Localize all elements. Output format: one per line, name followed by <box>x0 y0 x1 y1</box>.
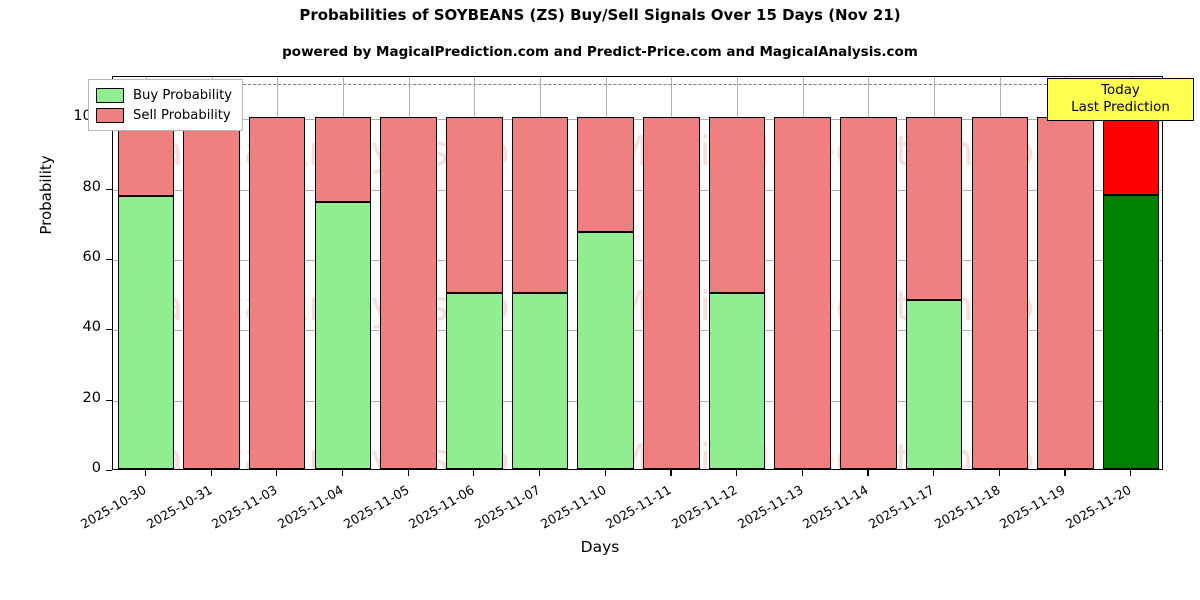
bar-group[interactable] <box>511 77 569 469</box>
legend-item-buy: Buy Probability <box>96 85 232 105</box>
x-tick-mark <box>473 470 475 476</box>
legend-label-buy: Buy Probability <box>133 87 233 103</box>
bar-segment-sell[interactable] <box>446 117 503 294</box>
bar-segment-sell[interactable] <box>1102 117 1160 195</box>
legend-item-sell: Sell Probability <box>96 105 232 125</box>
bar-segment-sell[interactable] <box>774 117 831 469</box>
x-tick-mark <box>604 470 606 476</box>
y-tick-mark <box>106 188 112 190</box>
bar-segment-sell[interactable] <box>971 117 1029 469</box>
bar-segment-buy[interactable] <box>577 231 634 469</box>
gridline-horizontal <box>113 400 1162 402</box>
x-tick-mark <box>801 470 803 476</box>
bar-group[interactable] <box>380 77 437 469</box>
bar-segment-sell[interactable] <box>314 117 372 202</box>
bar-group[interactable] <box>183 77 240 469</box>
y-tick-label: 40 <box>82 319 101 336</box>
bar-segment-buy[interactable] <box>117 196 175 469</box>
plot-area: MagicalAnalysis.comMagicalPrediction.com… <box>112 76 1163 470</box>
bar-segment-sell[interactable] <box>511 117 569 294</box>
y-tick-mark <box>106 258 112 261</box>
y-tick-mark <box>106 399 112 401</box>
y-tick-mark <box>106 329 112 331</box>
bar-segment-buy[interactable] <box>511 293 569 469</box>
bar-segment-sell[interactable] <box>1037 117 1094 469</box>
bar-group[interactable] <box>643 77 700 469</box>
legend-swatch-sell-icon <box>96 107 124 123</box>
bar-segment-buy[interactable] <box>905 300 963 469</box>
y-tick-label: 80 <box>82 178 101 195</box>
legend-label-sell: Sell Probability <box>133 107 231 123</box>
legend-swatch-buy-icon <box>96 87 124 103</box>
reference-line <box>113 84 1162 86</box>
gridline-horizontal <box>113 119 1162 121</box>
bars-layer <box>113 77 1162 469</box>
bar-segment-sell[interactable] <box>380 117 437 469</box>
y-tick-label: 20 <box>82 389 101 406</box>
x-tick-mark <box>1064 470 1066 476</box>
x-tick-mark <box>933 470 935 476</box>
bar-segment-buy[interactable] <box>1102 194 1160 469</box>
bar-group[interactable] <box>840 77 897 469</box>
x-tick-mark <box>670 470 672 476</box>
bar-segment-sell[interactable] <box>248 117 306 469</box>
bar-segment-sell[interactable] <box>183 117 240 469</box>
bar-segment-buy[interactable] <box>708 293 766 469</box>
today-annotation-line2: Last Prediction <box>1071 100 1170 115</box>
x-tick-mark <box>736 470 738 476</box>
y-tick-label: 60 <box>82 248 101 265</box>
bar-group[interactable] <box>248 77 306 469</box>
bar-segment-sell[interactable] <box>708 117 766 294</box>
bar-segment-sell[interactable] <box>577 117 634 232</box>
x-tick-mark <box>210 470 212 476</box>
bar-group[interactable] <box>314 77 372 469</box>
y-tick-label: 0 <box>91 460 101 476</box>
bar-group[interactable] <box>446 77 503 469</box>
y-tick-mark <box>106 470 112 472</box>
bar-group[interactable] <box>1102 77 1160 469</box>
x-tick-mark <box>1130 470 1132 476</box>
gridline-horizontal <box>113 259 1162 261</box>
x-tick-mark <box>276 470 278 476</box>
bar-group[interactable] <box>774 77 831 469</box>
bar-segment-buy[interactable] <box>446 293 503 469</box>
gridline-horizontal <box>113 330 1162 332</box>
x-tick-mark <box>998 470 1000 476</box>
x-tick-mark <box>407 470 409 476</box>
x-axis-title: Days <box>580 538 620 556</box>
chart-title: Probabilities of SOYBEANS (ZS) Buy/Sell … <box>299 6 901 24</box>
y-axis-title: Probability <box>37 155 55 235</box>
today-annotation-line1: Today <box>1101 83 1140 98</box>
x-tick-mark <box>867 470 869 476</box>
bar-group[interactable] <box>1037 77 1094 469</box>
bar-segment-buy[interactable] <box>314 201 372 469</box>
bar-group[interactable] <box>117 77 175 469</box>
today-annotation: Today Last Prediction <box>1047 78 1194 121</box>
bar-group[interactable] <box>905 77 963 469</box>
chart-subtitle: powered by MagicalPrediction.com and Pre… <box>282 44 918 60</box>
bar-group[interactable] <box>577 77 634 469</box>
bar-segment-sell[interactable] <box>905 117 963 301</box>
bar-group[interactable] <box>708 77 766 469</box>
bar-group[interactable] <box>971 77 1029 469</box>
bar-segment-sell[interactable] <box>643 117 700 469</box>
x-tick-mark <box>144 470 147 476</box>
gridline-horizontal <box>113 189 1162 191</box>
bar-segment-sell[interactable] <box>840 117 897 469</box>
x-tick-mark <box>538 470 541 476</box>
x-tick-mark <box>341 470 344 476</box>
chart-legend: Buy Probability Sell Probability <box>88 79 244 131</box>
